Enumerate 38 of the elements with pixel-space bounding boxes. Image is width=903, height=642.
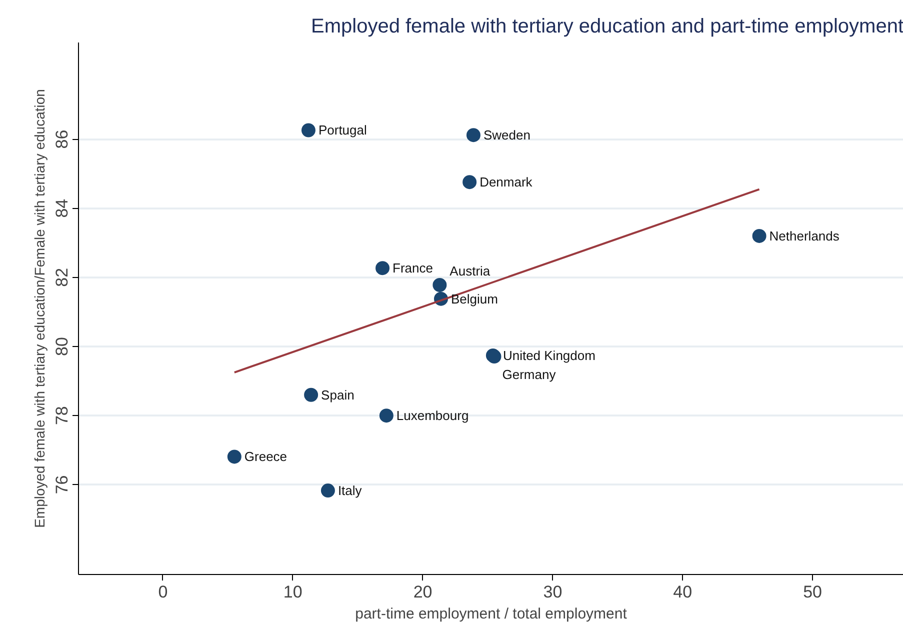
point — [227, 450, 242, 464]
y-tick-label: 78 — [52, 406, 72, 426]
x-tick-label: 20 — [413, 582, 432, 602]
point — [304, 388, 318, 402]
annotation: Belgium — [450, 291, 498, 306]
x-tick-label: 10 — [283, 582, 302, 602]
point — [376, 261, 390, 276]
annotation: Germany — [502, 367, 556, 382]
annotation: Sweden — [483, 128, 530, 143]
annotation: Italy — [338, 483, 362, 498]
point — [432, 278, 447, 292]
annotation: France — [392, 260, 433, 276]
y-tick-label: 76 — [52, 475, 72, 494]
x-axis-title: part-time employment / total employment — [355, 606, 628, 622]
annotation: Denmark — [480, 174, 533, 190]
y-tick-label: 80 — [52, 337, 72, 356]
y-axis-title: Employed female with tertiary education/Female with tertiary education — [32, 89, 48, 528]
annotation: Netherlands — [769, 228, 840, 244]
y-tick-label: 84 — [52, 198, 72, 218]
x-tick-label: 50 — [803, 582, 822, 602]
point — [752, 228, 766, 243]
y-tick-label: 82 — [52, 268, 72, 287]
x-tick-label: 0 — [158, 582, 168, 602]
annotation: Luxembourg — [396, 408, 469, 424]
point — [462, 175, 477, 190]
x-tick-label: 40 — [673, 582, 692, 602]
annotation: United Kingdom — [502, 348, 596, 363]
y-tick-label: 86 — [52, 130, 72, 149]
point — [320, 484, 335, 498]
x-tick-label: 30 — [543, 582, 562, 602]
chart-title: Employed female with tertiary education and part-time employment — [311, 16, 903, 38]
annotation: Austria — [450, 264, 491, 279]
point — [466, 128, 480, 142]
annotation: Greece — [244, 449, 288, 464]
annotation: Spain — [321, 387, 354, 402]
point — [301, 123, 316, 138]
point — [379, 408, 394, 423]
annotation: Portugal — [318, 122, 367, 138]
